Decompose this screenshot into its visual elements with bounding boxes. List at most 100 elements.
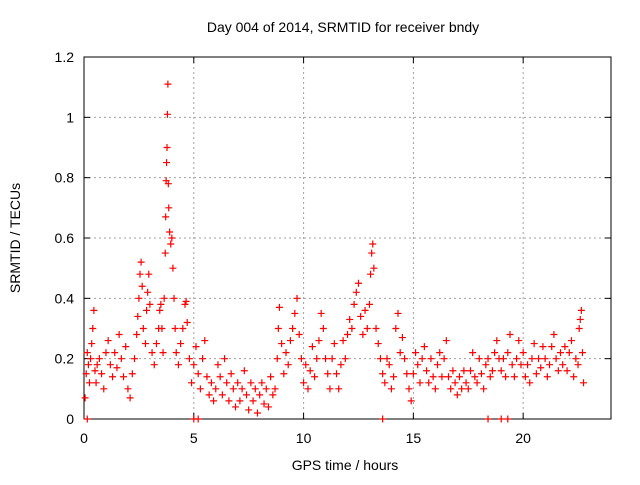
data-point bbox=[539, 343, 547, 351]
data-point bbox=[567, 337, 575, 345]
data-point bbox=[504, 415, 512, 423]
data-point bbox=[269, 391, 277, 399]
data-point bbox=[163, 159, 171, 167]
data-point bbox=[315, 337, 323, 345]
data-point bbox=[350, 300, 358, 308]
data-point bbox=[313, 355, 321, 363]
data-point bbox=[317, 309, 325, 317]
data-point bbox=[126, 394, 134, 402]
data-point bbox=[466, 367, 474, 375]
data-point bbox=[84, 361, 92, 369]
data-point bbox=[179, 325, 187, 332]
data-point bbox=[162, 213, 170, 221]
data-point bbox=[563, 367, 571, 375]
data-point bbox=[199, 355, 207, 363]
data-point bbox=[324, 370, 332, 378]
data-point bbox=[302, 361, 310, 369]
data-point bbox=[138, 282, 146, 290]
data-point bbox=[88, 340, 96, 348]
data-point bbox=[535, 355, 543, 363]
x-tick-label: 10 bbox=[296, 430, 312, 446]
chart-title: Day 004 of 2014, SRMTID for receiver bnd… bbox=[207, 19, 479, 35]
data-point bbox=[497, 415, 505, 423]
data-point bbox=[95, 355, 103, 363]
data-point bbox=[554, 367, 562, 375]
data-point bbox=[104, 337, 112, 345]
data-point bbox=[447, 385, 455, 393]
data-point bbox=[416, 379, 424, 387]
data-point bbox=[278, 340, 286, 348]
data-point bbox=[491, 349, 499, 357]
data-point bbox=[100, 385, 108, 393]
data-point bbox=[488, 367, 496, 375]
data-point bbox=[304, 385, 312, 393]
data-point bbox=[168, 234, 176, 242]
data-point bbox=[556, 349, 564, 357]
data-point bbox=[442, 337, 450, 345]
data-point bbox=[451, 379, 459, 387]
data-point bbox=[98, 370, 106, 378]
data-point bbox=[330, 340, 338, 348]
x-tick-label: 5 bbox=[190, 430, 198, 446]
data-point bbox=[370, 264, 378, 272]
data-point bbox=[407, 397, 415, 405]
data-point bbox=[300, 379, 308, 387]
data-point bbox=[143, 306, 151, 314]
data-point bbox=[335, 385, 343, 393]
data-point bbox=[484, 415, 492, 423]
data-point bbox=[90, 306, 98, 314]
y-axis-label: SRMTID / TECUs bbox=[7, 183, 23, 293]
data-point bbox=[83, 415, 91, 423]
data-point bbox=[275, 303, 283, 311]
data-point bbox=[455, 373, 463, 381]
data-point bbox=[526, 379, 534, 387]
data-point bbox=[167, 240, 175, 248]
data-point bbox=[577, 306, 585, 314]
data-point bbox=[486, 373, 494, 381]
data-point bbox=[337, 361, 345, 369]
data-point bbox=[166, 228, 174, 236]
data-point bbox=[203, 373, 211, 381]
y-tick-label: 1 bbox=[66, 109, 74, 125]
data-point bbox=[548, 343, 556, 351]
data-point bbox=[273, 355, 281, 363]
data-point bbox=[484, 355, 492, 363]
data-point bbox=[460, 367, 468, 375]
data-point bbox=[445, 373, 453, 381]
data-point bbox=[87, 355, 95, 363]
data-point bbox=[156, 306, 164, 314]
data-point bbox=[229, 385, 237, 393]
data-point bbox=[282, 349, 290, 357]
data-point bbox=[194, 370, 202, 378]
data-point bbox=[192, 343, 200, 351]
data-point bbox=[291, 309, 299, 317]
data-point bbox=[242, 391, 250, 399]
data-point bbox=[161, 249, 169, 257]
data-point bbox=[578, 349, 586, 357]
data-point bbox=[434, 361, 442, 369]
data-point bbox=[561, 343, 569, 351]
plot-frame bbox=[83, 56, 612, 420]
data-point bbox=[157, 300, 165, 308]
data-point bbox=[379, 370, 387, 378]
data-point bbox=[117, 355, 125, 363]
data-point bbox=[453, 391, 461, 399]
data-point bbox=[517, 361, 525, 369]
data-point bbox=[369, 240, 377, 248]
data-point bbox=[109, 373, 117, 381]
data-point bbox=[471, 373, 479, 381]
data-point bbox=[113, 364, 121, 372]
data-point bbox=[144, 288, 152, 296]
data-point bbox=[171, 325, 179, 332]
data-point bbox=[245, 406, 253, 414]
data-point bbox=[106, 361, 114, 369]
data-point bbox=[374, 340, 382, 348]
data-point bbox=[146, 300, 154, 308]
data-point bbox=[188, 379, 196, 387]
data-point bbox=[357, 312, 365, 320]
data-point bbox=[286, 337, 294, 345]
data-point bbox=[365, 300, 373, 308]
data-point bbox=[572, 355, 580, 363]
data-point bbox=[333, 370, 341, 378]
data-point bbox=[83, 349, 91, 357]
